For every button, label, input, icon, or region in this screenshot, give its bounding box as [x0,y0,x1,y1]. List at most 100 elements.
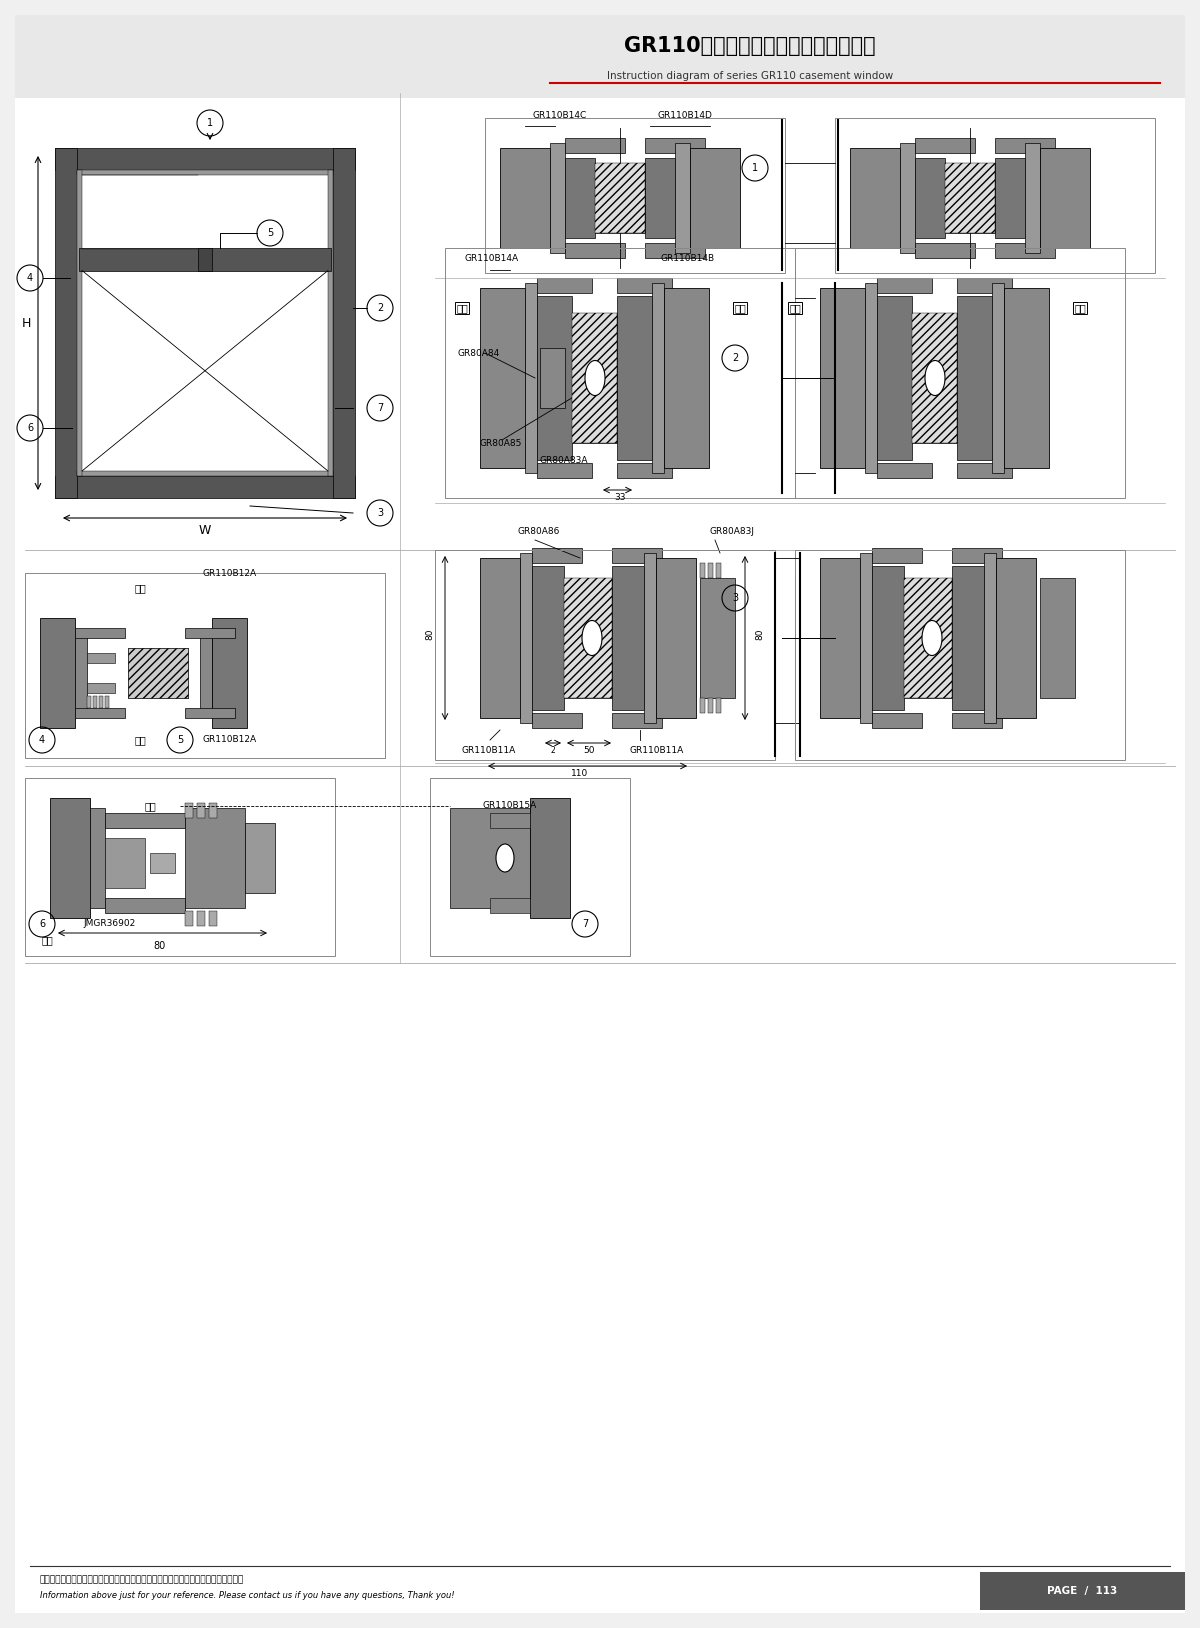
Text: 室外: 室外 [134,734,146,746]
Bar [877,278,932,293]
Bar [14,15,1186,98]
Text: GR80A83J: GR80A83J [710,527,755,536]
Bar [565,138,625,153]
Text: 室外: 室外 [734,303,746,313]
Bar [952,567,984,710]
Bar [55,148,77,498]
Bar [995,158,1025,238]
Bar [617,462,672,479]
Bar [656,558,696,718]
Bar [595,163,646,233]
Text: 4: 4 [38,734,46,746]
Bar [995,243,1055,257]
Bar [912,313,956,443]
Bar [612,549,662,563]
Bar [40,619,74,728]
Text: 图中所示型材截面、装配、编号、尺寸及重量仅供参考。如有疑问，请向本公司查询。: 图中所示型材截面、装配、编号、尺寸及重量仅供参考。如有疑问，请向本公司查询。 [40,1576,245,1584]
Bar [538,278,592,293]
Bar [77,169,334,174]
Ellipse shape [582,620,602,656]
Bar [538,296,572,461]
Bar [716,563,721,578]
Text: Instruction diagram of series GR110 casement window: Instruction diagram of series GR110 case… [607,72,893,81]
Bar [94,697,97,708]
Bar [25,778,335,956]
Bar [835,117,1154,274]
Bar [595,163,646,233]
Bar [128,648,188,698]
Text: GR110B11A: GR110B11A [630,746,684,755]
Bar [612,713,662,728]
Text: 室内: 室内 [134,583,146,593]
Bar [565,158,595,238]
Bar [530,798,570,918]
Bar [245,824,275,894]
Bar [212,619,247,728]
Text: 50: 50 [583,746,595,755]
Text: 80: 80 [426,628,434,640]
Bar [77,169,82,475]
Bar [74,708,125,718]
Bar [90,807,106,908]
Bar [25,573,385,759]
Text: GR110B11A: GR110B11A [462,746,516,755]
Text: GR110B14C: GR110B14C [533,111,587,120]
Bar [550,143,565,252]
Bar [500,148,550,247]
Bar [995,138,1055,153]
Bar [185,803,193,817]
Bar [480,558,520,718]
Bar [445,247,796,498]
Bar [646,138,706,153]
Bar [540,348,565,409]
Bar [197,912,205,926]
Text: GR110B12A: GR110B12A [203,736,257,744]
Bar [480,288,526,467]
Bar [185,628,235,638]
Bar [958,296,992,461]
Text: 5: 5 [176,734,184,746]
Bar [644,554,656,723]
Ellipse shape [496,843,514,873]
Bar [916,138,974,153]
Bar [485,117,785,274]
Bar [565,243,625,257]
Text: 6: 6 [38,918,46,930]
Bar [617,296,652,461]
Bar [900,143,916,252]
Bar [106,838,145,887]
Bar [877,462,932,479]
Bar [106,899,185,913]
Bar [690,148,740,247]
FancyBboxPatch shape [14,15,1186,1613]
Text: 33: 33 [614,493,625,501]
Text: GR80A86: GR80A86 [518,527,560,536]
Bar [79,249,331,270]
Bar [700,698,706,713]
Bar [88,684,115,694]
Bar [200,633,212,713]
Bar [564,578,612,698]
Bar [572,313,617,443]
Bar [652,283,664,474]
Bar [526,283,538,474]
Text: GR110B14B: GR110B14B [661,254,715,264]
Bar [872,567,904,710]
Bar [532,549,582,563]
Bar [490,899,530,913]
Bar [1040,148,1090,247]
Text: 110: 110 [571,768,589,778]
Bar [106,697,109,708]
Bar [664,288,709,467]
Text: 室内: 室内 [144,801,156,811]
Bar [88,697,91,708]
Bar [700,578,734,698]
Ellipse shape [922,620,942,656]
Bar [209,912,217,926]
Text: 3: 3 [377,508,383,518]
Text: 1: 1 [206,117,214,129]
Text: 2: 2 [732,353,738,363]
Bar [716,698,721,713]
Bar [128,648,188,698]
Bar [198,249,212,270]
